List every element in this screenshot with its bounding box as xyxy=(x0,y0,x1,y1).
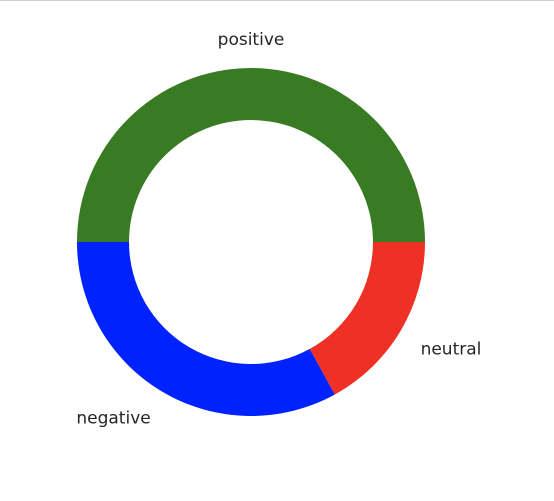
slice-neutral xyxy=(309,242,425,395)
top-divider xyxy=(0,0,554,1)
slice-positive xyxy=(77,68,425,242)
label-neutral: neutral xyxy=(421,339,482,359)
label-negative: negative xyxy=(76,409,150,429)
label-positive: positive xyxy=(218,30,285,50)
slice-negative xyxy=(77,242,335,417)
